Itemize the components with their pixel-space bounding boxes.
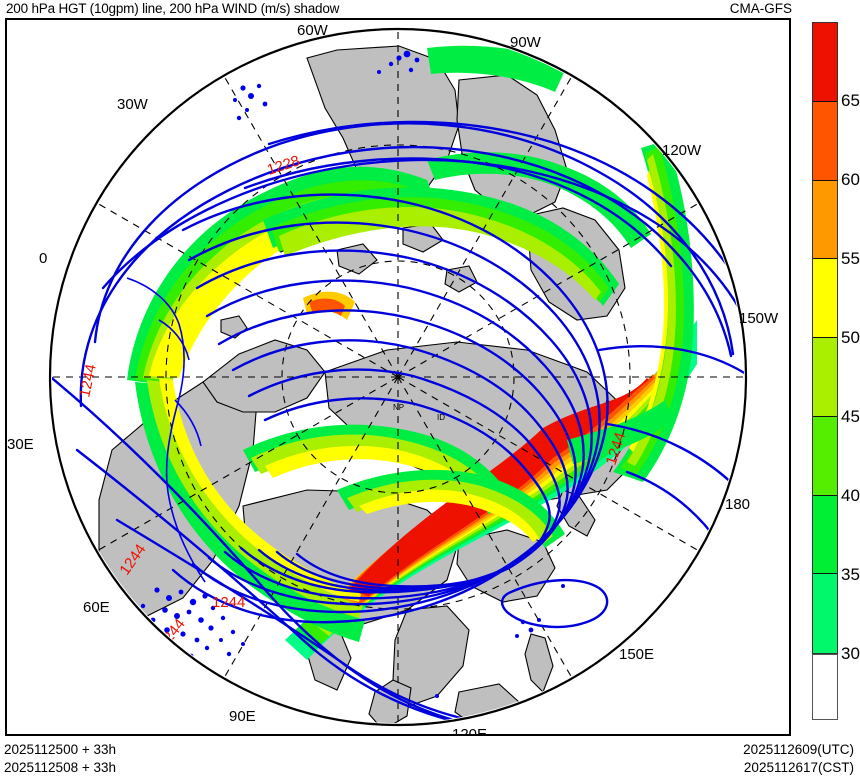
colorbar-tick-55: 55 [841, 249, 860, 268]
colorbar-tick-60: 60 [841, 170, 860, 189]
colorbar [812, 22, 838, 654]
lon-label-90w: 90W [510, 34, 541, 51]
colorbar-tick-40: 40 [841, 486, 860, 505]
colorbar-band-65-70 [813, 23, 837, 102]
lon-label-60w: 60W [297, 22, 328, 39]
colorbar-band-below-30 [812, 654, 838, 720]
jet-pacific [613, 140, 694, 482]
model-label: CMA-GFS [729, 1, 792, 16]
colorbar-tick-45: 45 [841, 407, 860, 426]
lon-label-150w: 150W [739, 310, 779, 327]
footer-init-local: 2025112508 + 33h [4, 760, 116, 775]
colorbar-band-30-35 [813, 574, 837, 653]
colorbar-tick-65: 65 [841, 91, 860, 110]
colorbar-band-60-65 [813, 101, 837, 181]
colorbar-band-45-50 [813, 338, 837, 417]
colorbar-band-50-55 [813, 259, 837, 338]
lon-label-60e: 60E [83, 599, 110, 616]
colorbar-band-40-45 [813, 416, 837, 496]
colorbar-tick-50: 50 [841, 328, 860, 347]
hydrography [126, 277, 206, 583]
contour-label: 1244 [212, 594, 245, 611]
graticule [52, 31, 744, 723]
lon-label-150e: 150E [619, 646, 655, 663]
jet-central-asia [243, 424, 509, 514]
globe-outline [48, 27, 748, 727]
footer-valid-cst: 2025112617(CST) [743, 760, 854, 775]
pole-marker: NP [393, 403, 404, 412]
footer-valid-utc: 2025112609(UTC) [743, 742, 854, 757]
colorbar-band-35-40 [813, 495, 837, 575]
lon-label-180: 180 [725, 496, 751, 513]
dateline-marker: ID [437, 413, 445, 422]
lon-label-30e: 30E [7, 436, 34, 453]
jet-atlantic-south [135, 378, 365, 642]
lon-label-120e: 120E [452, 726, 488, 736]
lon-label-30w: 30W [117, 96, 148, 113]
page-title: 200 hPa HGT (10gpm) line, 200 hPa WIND (… [6, 1, 340, 16]
colorbar-tick-35: 35 [841, 565, 860, 584]
footer-init-run: 2025112500 + 33h [4, 742, 116, 757]
lake-dots [140, 50, 565, 698]
lon-label-120w: 120W [662, 142, 702, 159]
lon-label-0: 0 [39, 250, 48, 267]
jet-pacific-branch [567, 400, 673, 464]
height-contours [52, 120, 744, 723]
lon-label-90e: 90E [229, 708, 256, 725]
colorbar-tick-30: 30 [841, 644, 860, 663]
colorbar-band-55-60 [813, 180, 837, 260]
contour-label: 1244 [76, 363, 100, 399]
map-plot-frame: NP ID 1228 1244 1244 1244 1244 1244 60W … [5, 18, 791, 736]
polar-map: NP ID 1228 1244 1244 1244 1244 1244 [48, 27, 748, 727]
